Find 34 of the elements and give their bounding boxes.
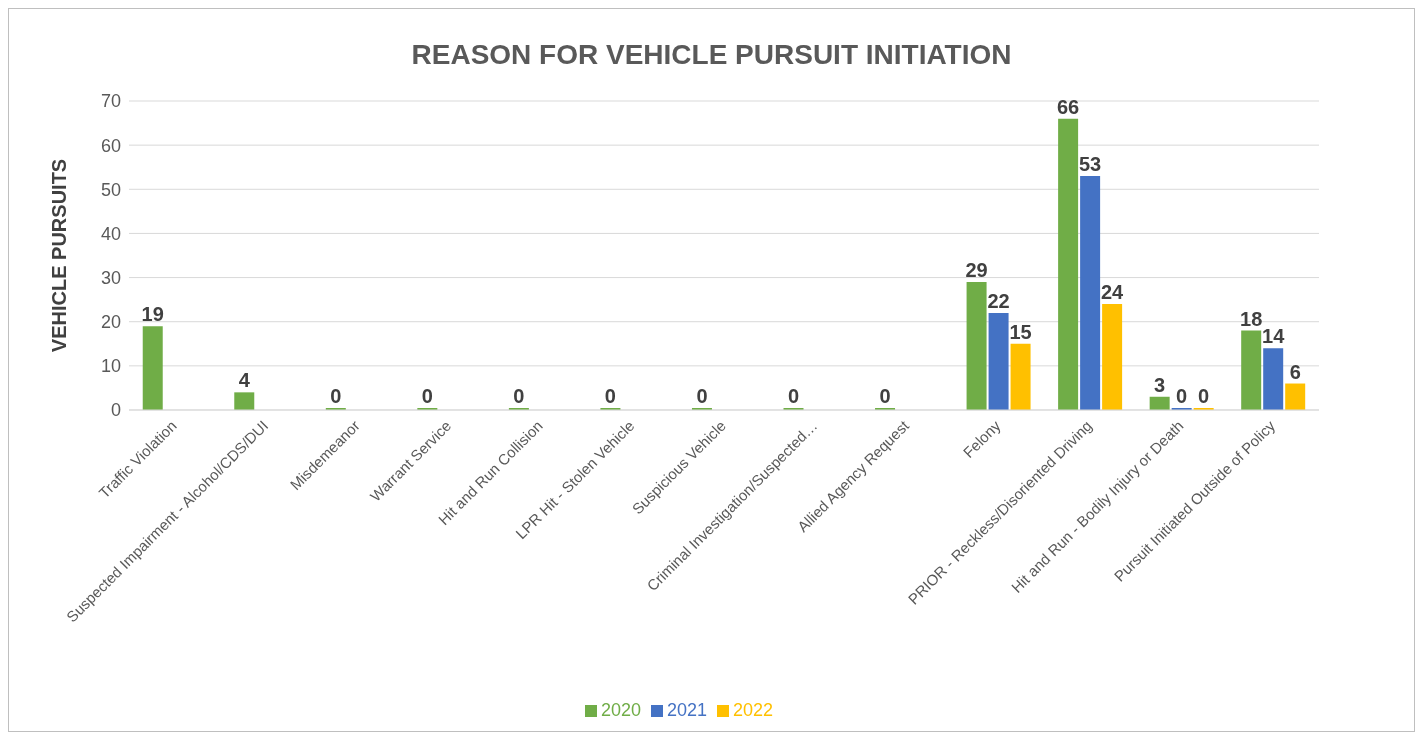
data-label: 22 [987,289,1010,312]
y-tick-label: 20 [100,312,121,333]
data-label: 19 [141,303,164,326]
data-label: 29 [965,258,988,281]
y-tick-label: 30 [100,267,121,288]
data-label: 14 [1262,325,1286,348]
data-label: 24 [1100,281,1125,304]
data-label: 0 [787,385,800,407]
data-label: 0 [604,385,616,407]
y-tick-label: 60 [100,135,121,156]
data-label: 66 [1056,95,1080,118]
y-tick-label: 10 [100,356,121,377]
y-tick-label: 0 [110,400,121,421]
data-label: 0 [421,385,433,407]
legend-label: 2022 [733,700,774,720]
y-tick-label: 40 [100,223,121,244]
data-label: 0 [879,385,891,407]
data-label: 4 [238,369,251,392]
data-label: 53 [1078,153,1102,176]
data-label: 15 [1009,320,1032,343]
data-label: 0 [330,385,342,407]
data-label: 0 [1176,385,1188,407]
data-label: 18 [1240,307,1263,330]
chart-title: REASON FOR VEHICLE PURSUIT INITIATION [410,39,1013,71]
legend-label: 2020 [600,700,641,720]
data-label: 6 [1289,360,1301,383]
data-label: 3 [1154,373,1166,396]
data-label: 0 [1198,385,1210,407]
data-label: 0 [696,385,708,407]
y-axis-title: VEHICLE PURSUITS [48,158,71,353]
legend-label: 2021 [666,700,708,720]
y-tick-label: 50 [100,179,121,200]
y-tick-label: 70 [100,91,121,112]
data-label: 0 [513,385,525,407]
